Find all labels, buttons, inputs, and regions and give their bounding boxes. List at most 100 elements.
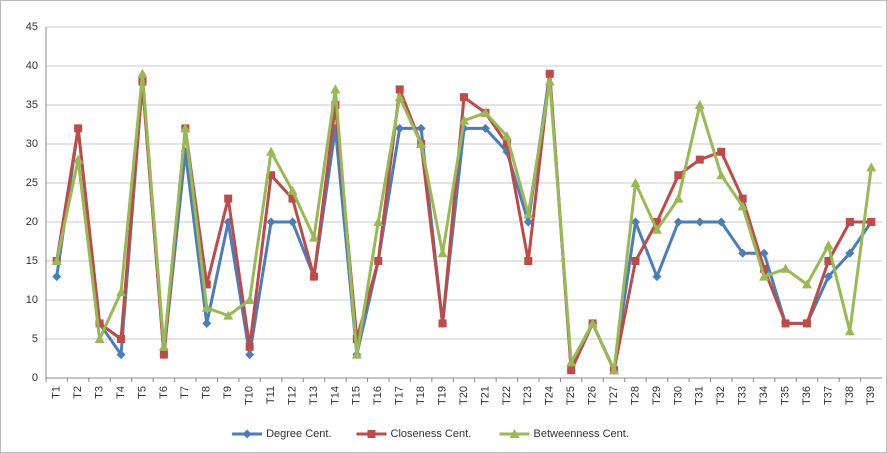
- x-tick-label: T23: [522, 386, 534, 405]
- data-point: [394, 92, 405, 102]
- legend-marker: [367, 430, 376, 438]
- data-point: [760, 264, 769, 273]
- x-tick-label: T10: [244, 386, 256, 405]
- data-point: [824, 257, 833, 265]
- data-point: [95, 319, 104, 328]
- x-tick-label: T33: [737, 386, 749, 405]
- data-point: [630, 178, 641, 187]
- data-point: [716, 170, 727, 180]
- x-tick-label: T3: [93, 386, 105, 399]
- y-tick-label: 30: [26, 138, 38, 150]
- data-point: [694, 100, 705, 109]
- x-tick-label: T38: [844, 386, 856, 405]
- data-point: [695, 155, 704, 164]
- data-point: [416, 123, 426, 133]
- data-point: [374, 257, 383, 265]
- data-point: [288, 194, 297, 203]
- x-tick-label: T11: [265, 386, 277, 404]
- data-point: [438, 319, 447, 328]
- x-tick-label: T4: [115, 386, 127, 399]
- data-point: [502, 140, 511, 148]
- data-point: [480, 107, 491, 117]
- x-tick-label: T24: [544, 386, 556, 405]
- data-point: [501, 131, 512, 141]
- data-point: [224, 194, 233, 203]
- data-point: [652, 218, 661, 226]
- data-point: [460, 93, 468, 102]
- x-tick-label: T7: [179, 386, 191, 399]
- data-point: [866, 162, 877, 172]
- data-point: [158, 341, 169, 351]
- data-point: [266, 146, 277, 156]
- data-point: [223, 310, 234, 320]
- x-tick-label: T27: [608, 386, 620, 405]
- data-point: [202, 318, 212, 328]
- x-tick-label: T8: [201, 386, 213, 399]
- data-point: [738, 194, 747, 203]
- x-tick-label: T20: [458, 386, 470, 405]
- x-tick-label: T5: [136, 386, 148, 399]
- x-tick-label: T6: [158, 386, 170, 399]
- data-point: [395, 123, 405, 133]
- data-point: [308, 232, 319, 242]
- data-point: [673, 217, 683, 227]
- data-point: [202, 280, 211, 289]
- data-point: [759, 248, 769, 258]
- y-tick-label: 20: [26, 216, 38, 228]
- data-point: [802, 319, 811, 328]
- x-tick-label: T30: [672, 386, 684, 405]
- data-point: [137, 68, 148, 78]
- data-point: [567, 366, 576, 375]
- x-tick-label: T15: [351, 386, 363, 405]
- data-point: [609, 365, 620, 375]
- data-point: [587, 318, 598, 328]
- legend-marker: [509, 429, 520, 438]
- x-tick-label: T32: [715, 386, 727, 405]
- data-point: [544, 76, 555, 86]
- data-point: [437, 248, 448, 258]
- x-tick-label: T26: [587, 386, 599, 405]
- data-point: [159, 350, 168, 359]
- x-tick-label: T13: [308, 386, 320, 405]
- x-tick-label: T36: [801, 386, 813, 405]
- data-point: [845, 248, 855, 258]
- data-point: [266, 217, 276, 227]
- legend-marker: [242, 429, 252, 439]
- legend-label: Degree Cent.: [266, 428, 331, 440]
- data-point: [116, 350, 126, 360]
- legend-label: Closeness Cent.: [391, 428, 472, 440]
- data-point: [716, 217, 726, 227]
- x-tick-label: T28: [629, 386, 641, 405]
- data-point: [267, 171, 276, 180]
- data-point: [695, 217, 705, 227]
- y-tick-label: 25: [26, 177, 38, 189]
- data-point: [673, 193, 684, 203]
- x-tick-label: T29: [651, 386, 663, 405]
- data-point: [245, 342, 254, 351]
- data-point: [180, 123, 191, 133]
- data-point: [244, 295, 255, 304]
- data-point: [459, 115, 469, 125]
- x-tick-label: T31: [694, 386, 706, 405]
- data-point: [566, 357, 577, 367]
- x-tick-label: T21: [479, 386, 491, 405]
- x-tick-label: T9: [222, 386, 234, 399]
- x-tick-label: T19: [436, 386, 448, 405]
- data-point: [287, 185, 298, 195]
- x-tick-label: T39: [865, 386, 877, 405]
- data-point: [717, 147, 726, 156]
- data-point: [94, 334, 105, 343]
- data-point: [330, 84, 341, 94]
- y-tick-label: 0: [32, 372, 38, 384]
- data-point: [845, 218, 854, 226]
- data-point: [416, 139, 427, 148]
- x-tick-label: T12: [286, 386, 298, 405]
- x-tick-label: T35: [779, 386, 791, 405]
- data-point: [116, 287, 127, 297]
- data-point: [781, 319, 790, 328]
- data-point: [651, 224, 662, 234]
- data-point: [823, 240, 834, 250]
- data-point: [652, 272, 662, 282]
